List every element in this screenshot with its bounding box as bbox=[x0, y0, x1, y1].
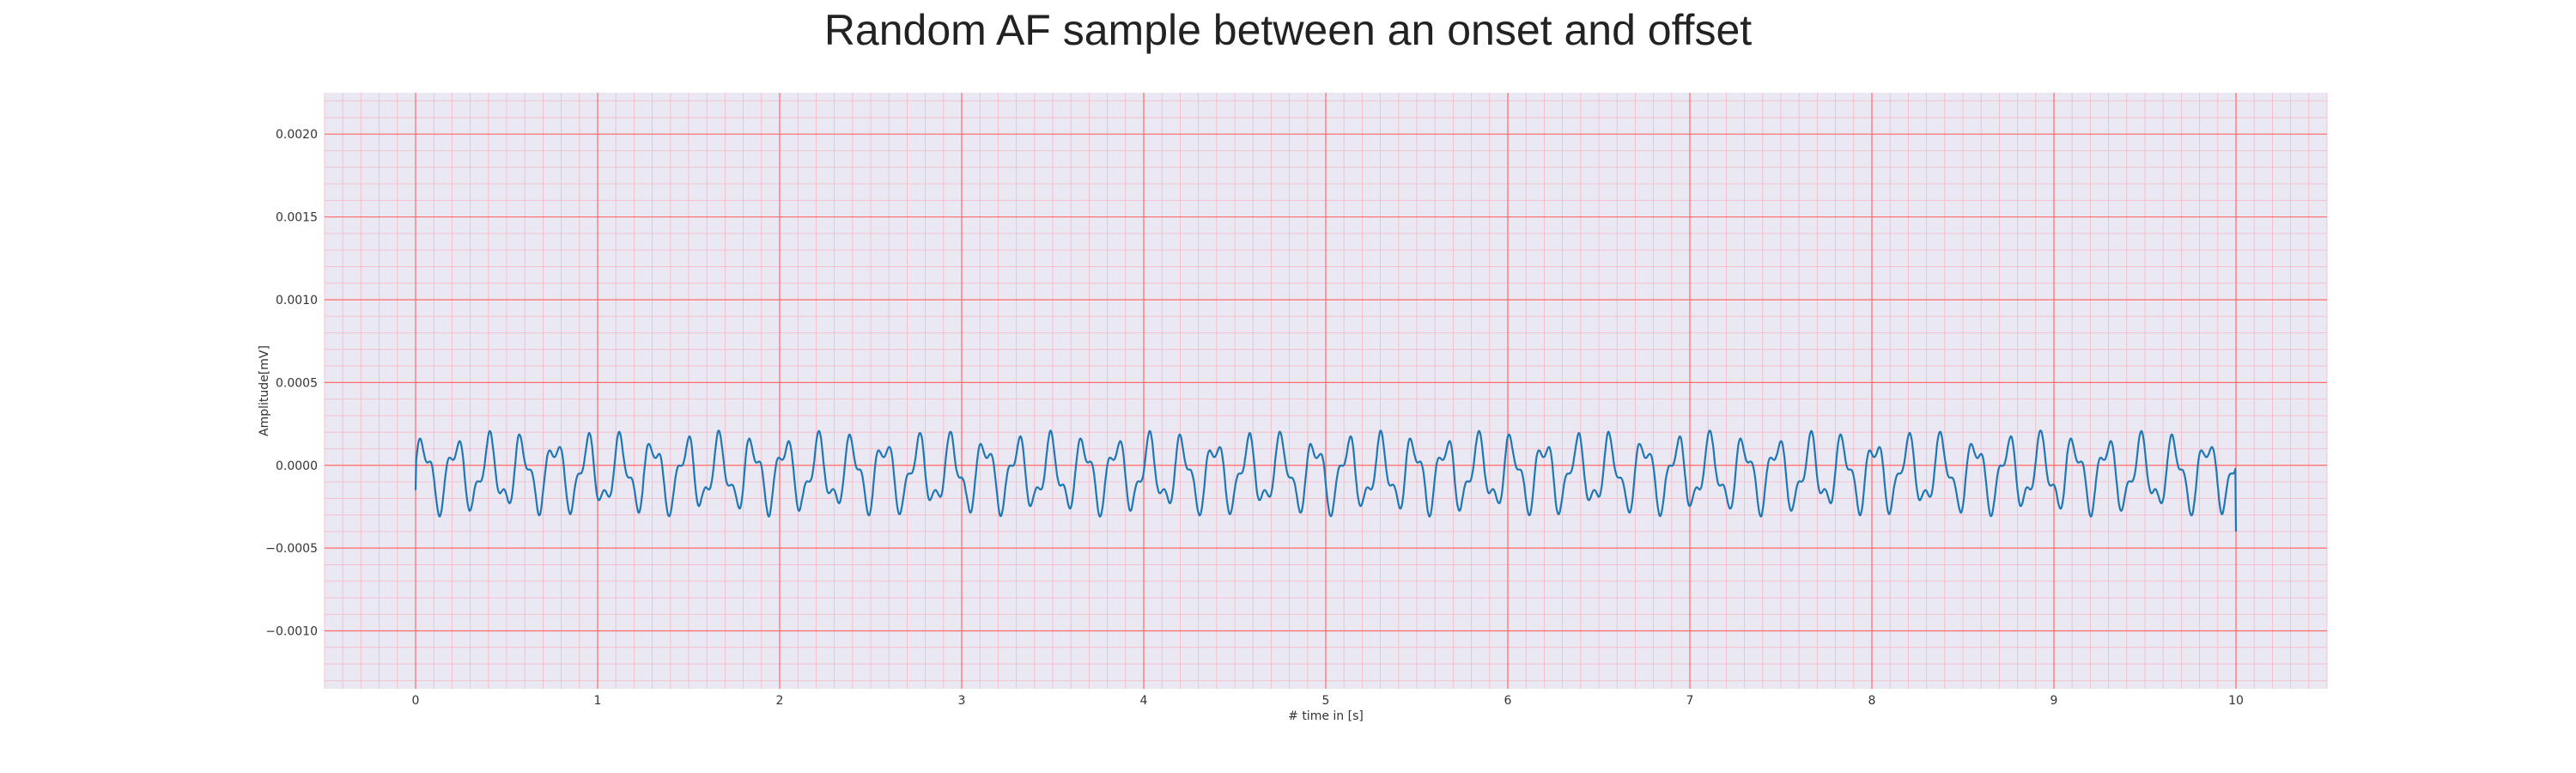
x-tick-label: 5 bbox=[1322, 694, 1330, 708]
y-tick-label: −0.0010 bbox=[265, 625, 318, 639]
x-axis-label: # time in [s] bbox=[1288, 709, 1364, 723]
y-tick-label: −0.0005 bbox=[265, 542, 318, 556]
x-tick-label: 1 bbox=[594, 694, 602, 708]
y-axis-ticks: −0.0010 −0.0005 0.0000 0.0005 0.0010 0.0015 0.… bbox=[265, 128, 318, 638]
x-tick-label: 10 bbox=[2228, 694, 2244, 708]
x-tick-label: 3 bbox=[958, 694, 966, 708]
y-axis-label: Amplitude[mV] bbox=[258, 345, 271, 436]
x-tick-label: 2 bbox=[776, 694, 784, 708]
y-tick-label: 0.0000 bbox=[276, 460, 318, 473]
y-tick-label: 0.0010 bbox=[276, 294, 318, 307]
x-tick-label: 0 bbox=[412, 694, 420, 708]
x-tick-label: 8 bbox=[1868, 694, 1876, 708]
x-tick-label: 7 bbox=[1686, 694, 1694, 708]
x-tick-label: 4 bbox=[1140, 694, 1148, 708]
x-axis-ticks: 0 1 2 3 4 5 6 7 8 9 10 bbox=[412, 694, 2244, 708]
y-tick-label: 0.0005 bbox=[276, 376, 318, 390]
y-tick-label: 0.0015 bbox=[276, 211, 318, 225]
x-tick-label: 6 bbox=[1504, 694, 1512, 708]
y-tick-label: 0.0020 bbox=[276, 128, 318, 142]
x-tick-label: 9 bbox=[2050, 694, 2058, 708]
